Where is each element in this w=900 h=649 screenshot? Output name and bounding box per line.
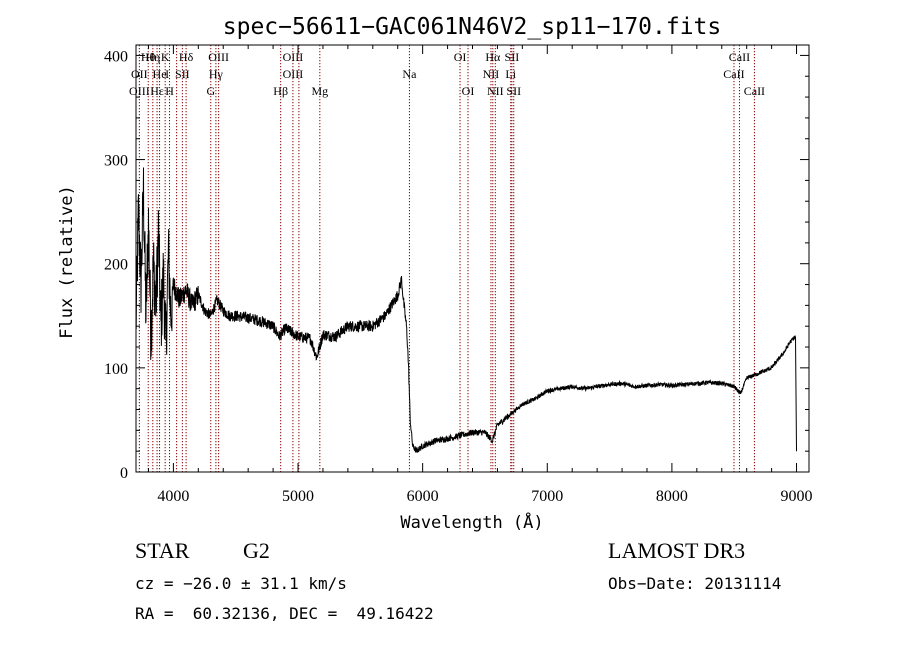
- spectral-line-label: CaII: [723, 67, 744, 81]
- spectral-line-label: CaII: [729, 50, 750, 64]
- spectral-line-label: NII: [487, 84, 504, 98]
- x-tick-label: 7000: [531, 488, 563, 505]
- y-tick-label: 0: [120, 465, 128, 482]
- x-tick-label: 9000: [781, 488, 813, 505]
- x-tick-label: 5000: [282, 488, 314, 505]
- spectral-line-label: OIII: [129, 84, 150, 98]
- spectral-line-label: NII: [483, 67, 500, 81]
- spectral-line-label: Hδ: [179, 50, 194, 64]
- spectral-line-label: CaII: [744, 84, 765, 98]
- spectral-line-label: SII: [506, 84, 521, 98]
- spectral-line-label: He: [153, 67, 167, 81]
- spectral-line-label: Hα: [485, 50, 501, 64]
- redshift-readout: cz = −26.0 ± 31.1 km/s: [135, 574, 347, 593]
- chart-title: spec−56611−GAC061N46V2_sp11−170.fits: [223, 14, 722, 40]
- subclass: G2: [243, 538, 270, 563]
- coordinates: RA = 60.32136, DEC = 49.16422: [135, 604, 434, 623]
- spectral-line-label: SII: [505, 50, 520, 64]
- spectral-line-label: Mg: [311, 84, 328, 98]
- spectral-line-label: Hβ: [273, 84, 288, 98]
- spectral-line-label: Hγ: [209, 67, 224, 81]
- spectral-line-label: Hη: [145, 50, 160, 64]
- obs-date: Obs−Date: 20131114: [608, 574, 782, 593]
- x-axis-ticks: 4000 5000 6000 7000 8000 9000: [147, 45, 813, 505]
- spectral-line-label: OI: [454, 50, 467, 64]
- y-axis-label: Flux (relative): [57, 185, 77, 339]
- x-tick-label: 4000: [157, 488, 189, 505]
- spectral-line-label: OI: [462, 84, 475, 98]
- y-tick-label: 300: [104, 153, 128, 170]
- spectral-line-label: OIII: [283, 50, 304, 64]
- x-tick-label: 8000: [656, 488, 688, 505]
- x-tick-label: 6000: [407, 488, 439, 505]
- spectral-line-label: Li: [505, 67, 516, 81]
- spectral-line-label: I: [165, 67, 169, 81]
- spectral-line-label: OIII: [208, 50, 229, 64]
- spectral-line-label: SII: [175, 67, 190, 81]
- y-tick-label: 400: [104, 48, 128, 65]
- spectral-line-label: Na: [402, 67, 417, 81]
- spectral-line-markers: [138, 45, 755, 472]
- x-axis-label: Wavelength (Å): [400, 511, 543, 533]
- y-tick-label: 100: [104, 361, 128, 378]
- spectral-line-label: OIII: [283, 67, 304, 81]
- spectral-line-label: Hε: [150, 84, 164, 98]
- object-class: STAR: [135, 538, 190, 563]
- spectral-line-label: OII: [131, 67, 148, 81]
- spectrum-layer: [135, 167, 797, 453]
- spectral-line-label: H: [165, 84, 174, 98]
- spectral-line-label: K: [161, 50, 170, 64]
- plot-frame: [135, 44, 810, 473]
- spectrum-line: [135, 167, 797, 453]
- y-tick-label: 200: [104, 257, 128, 274]
- y-axis-ticks: 0 100 200 300 400: [104, 48, 809, 482]
- spectral-line-label: G: [206, 84, 215, 98]
- spectral-line-label: Hθ: [141, 50, 156, 64]
- survey-label: LAMOST DR3: [608, 538, 746, 563]
